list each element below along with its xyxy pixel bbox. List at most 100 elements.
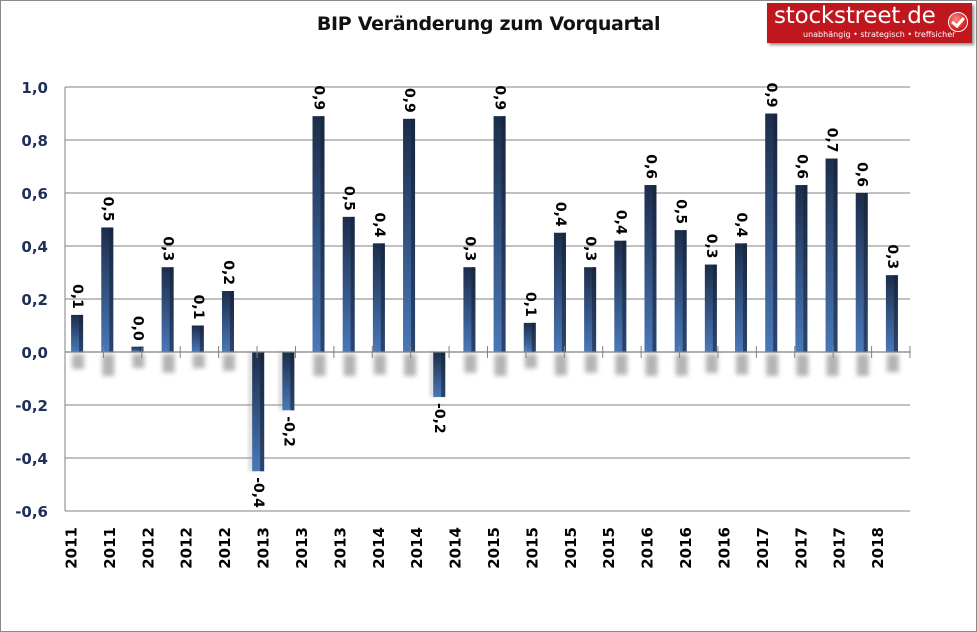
data-label: 0,6 <box>854 162 870 187</box>
x-tick-label: 2013 <box>331 527 349 569</box>
x-tick-label: 2017 <box>831 527 849 569</box>
x-tick-label: 2012 <box>178 527 196 569</box>
data-label: 0,1 <box>69 284 85 309</box>
y-tick-label: 0,6 <box>21 185 48 203</box>
data-label: 0,4 <box>552 202 568 227</box>
bar-shadow <box>856 354 869 376</box>
bar-side <box>863 193 868 352</box>
bar-side <box>350 216 355 352</box>
data-label: 0,7 <box>824 128 840 153</box>
data-label: 0,3 <box>884 244 900 269</box>
bar-side <box>199 325 204 352</box>
x-tick-label: 2017 <box>754 527 772 569</box>
data-label: 0,2 <box>220 260 236 285</box>
bar-side <box>441 352 446 398</box>
y-tick-label: 0,8 <box>21 132 48 150</box>
bar-side <box>320 116 325 353</box>
bar-side <box>531 322 536 352</box>
bar-shadow <box>615 354 628 375</box>
x-tick-label: 2016 <box>677 527 695 569</box>
bar-shadow <box>585 354 598 373</box>
bar-shadow <box>132 354 145 368</box>
stockstreet-logo: stockstreet.de unabhängig • strategisch … <box>767 3 972 43</box>
y-tick-label: 0,4 <box>21 238 48 256</box>
x-axis: 2011 2011 2012 2012 2012 2013 2013 2013 2014 2014… <box>63 346 911 569</box>
y-tick-label: -0,4 <box>15 450 48 468</box>
bar-shadow <box>404 354 417 376</box>
data-label: 0,3 <box>582 236 598 261</box>
logo-tagline: unabhängig • strategisch • treffsicher <box>803 30 956 39</box>
bar-shadow <box>249 352 254 472</box>
bar-side <box>79 314 84 352</box>
bar-side <box>682 230 687 352</box>
bar-side <box>833 158 838 352</box>
data-label: 0,9 <box>311 85 327 110</box>
bar-shadow <box>313 354 326 376</box>
x-tick-label: 2012 <box>139 527 157 569</box>
bars <box>71 113 898 472</box>
x-tick-label: 2015 <box>485 527 503 569</box>
x-tick-label: 2014 <box>447 527 465 569</box>
bar-shadow <box>279 352 284 411</box>
bar-shadow <box>494 354 507 376</box>
data-label: 0,4 <box>733 213 749 238</box>
bar-side <box>592 267 597 352</box>
x-tick-label: 2011 <box>101 527 119 569</box>
bar-side <box>501 116 506 353</box>
bar-shadow <box>464 354 477 373</box>
y-tick-label: -0,6 <box>15 503 48 521</box>
x-tick-label: 2012 <box>216 527 234 569</box>
x-tick-label: 2014 <box>370 527 388 569</box>
bar-shadow <box>554 354 567 376</box>
x-tick-label: 2014 <box>408 527 426 569</box>
bar-shadow <box>222 354 235 371</box>
x-tick-label: 2011 <box>63 527 81 569</box>
bar <box>252 352 265 472</box>
bar-side <box>471 267 476 352</box>
bar-shadows <box>72 352 899 472</box>
bar-shadow <box>886 354 899 373</box>
data-label: 0,3 <box>461 236 477 261</box>
bar-shadow <box>192 354 205 369</box>
bar-shadow <box>705 354 718 373</box>
bar-side <box>411 118 416 352</box>
data-label: 0,5 <box>341 186 357 211</box>
bar-side <box>260 352 265 472</box>
bar-side <box>803 185 808 352</box>
x-tick-label: 2016 <box>715 527 733 569</box>
bar-side <box>561 232 566 352</box>
bar-shadow <box>343 354 356 376</box>
bar-side <box>622 240 627 352</box>
bar-side <box>712 264 717 352</box>
x-tick-label: 2016 <box>639 527 657 569</box>
bar-side <box>109 227 114 352</box>
bar-side <box>380 243 385 352</box>
data-label: -0,2 <box>431 403 447 434</box>
bar-shadow <box>826 354 839 376</box>
data-label: 0,0 <box>129 316 145 341</box>
bar-side <box>893 275 898 352</box>
bar-shadow <box>736 354 749 375</box>
data-label: 0,3 <box>703 234 719 259</box>
data-label: 0,9 <box>401 88 417 113</box>
data-labels: 0,1 0,5 0,0 0,3 0,1 0,2 -0,4 -0,2 0,9 0,5 0,4 0,9 -0… <box>69 83 900 508</box>
x-tick-label: 2015 <box>600 527 618 569</box>
bar <box>131 346 144 352</box>
checkmark-icon <box>948 12 968 32</box>
data-label: 0,4 <box>371 213 387 238</box>
data-label: 0,1 <box>522 292 538 317</box>
bar-shadow <box>675 354 688 376</box>
bar-shadow <box>796 354 809 376</box>
bar-shadow <box>645 354 658 376</box>
data-label: -0,2 <box>280 416 296 447</box>
x-tick-label: 2013 <box>255 527 273 569</box>
y-tick-label: 0,2 <box>21 291 48 309</box>
bar-shadow <box>430 352 435 398</box>
data-label: 0,9 <box>763 83 779 108</box>
bar-side <box>743 243 748 352</box>
bar-side <box>290 352 295 411</box>
data-label: 0,6 <box>793 154 809 179</box>
data-label: 0,5 <box>99 197 115 222</box>
bar-side <box>773 113 778 352</box>
bar-side <box>169 267 174 352</box>
